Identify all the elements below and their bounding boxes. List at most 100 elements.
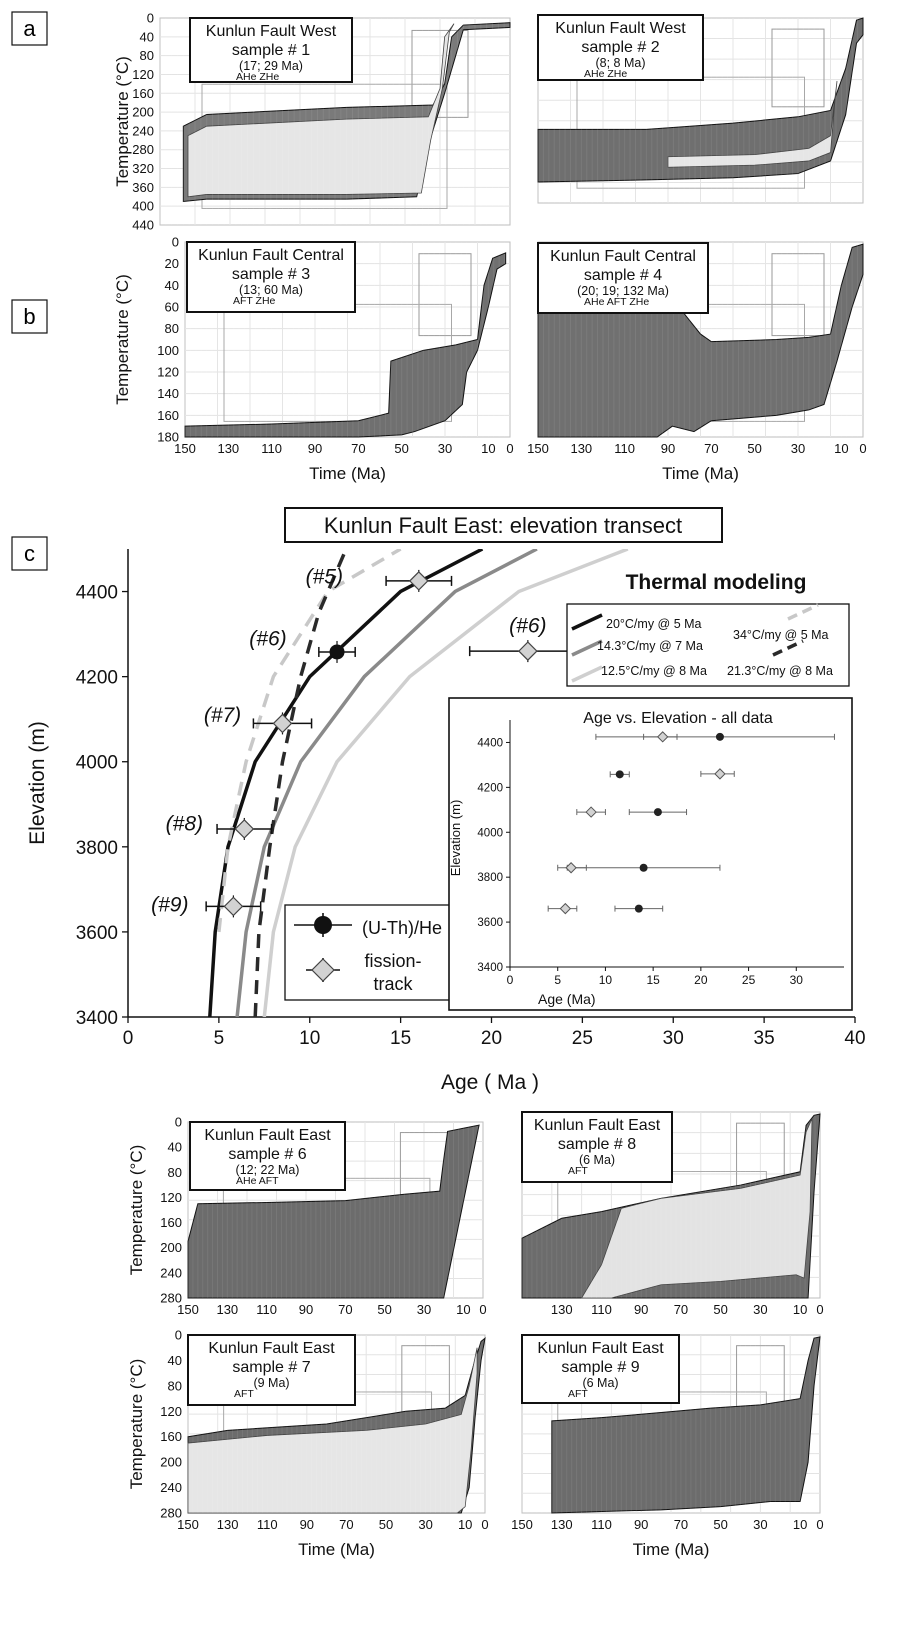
legend-swatch-5 [772, 639, 804, 657]
x-tick-label: 50 [394, 441, 408, 456]
inset-y-axis-label: Elevation (m) [448, 800, 463, 877]
acceptable-envelope [551, 1336, 821, 1514]
legend-swatch-1 [571, 613, 603, 631]
y-tick-label: 280 [132, 142, 154, 157]
y-axis-label: Elevation (m) [26, 721, 49, 845]
y-tick-label: 120 [160, 1190, 182, 1205]
sample-label: (#6) [509, 615, 546, 638]
y-tick-label: 280 [160, 1506, 182, 1521]
sample-title-box [521, 1334, 680, 1404]
y-tick-label: 40 [165, 278, 179, 293]
constraint-box [418, 253, 472, 337]
sample-ages: (12; 22 Ma) [236, 1163, 300, 1177]
model-curve-1 [208, 549, 484, 1017]
y-axis-label: Temperature (°C) [113, 56, 132, 187]
svg-text:b: b [23, 304, 35, 329]
y-tick-label: 0 [172, 235, 179, 250]
y-tick-label: 80 [168, 1165, 182, 1180]
x-tick-label: 70 [674, 1302, 688, 1317]
sample-methods: AHe AFT [236, 1175, 279, 1187]
y-axis-label: Temperature (°C) [127, 1145, 146, 1276]
x-tick-label: 130 [216, 1302, 238, 1317]
x-tick-label: 150 [174, 441, 196, 456]
sample-label: (#9) [151, 893, 188, 916]
y-tick-label: 400 [132, 199, 154, 214]
marker-legend: (U-Th)/He fission-track [284, 904, 463, 1001]
x-tick-label: 150 [527, 441, 549, 456]
y-tick-label: 0 [147, 11, 154, 26]
acceptable-envelope [184, 252, 507, 438]
curve-legend: 20°C/my @ 5 Ma 14.3°C/my @ 7 Ma 12.5°C/my … [566, 603, 850, 687]
x-tick-label: 25 [572, 1028, 593, 1049]
sample-methods: AHe ZHe [236, 71, 279, 83]
sample-title-line: Kunlun Fault East [537, 1340, 664, 1357]
x-tick-label: 130 [551, 1517, 573, 1532]
x-axis-label: Time (Ma) [662, 464, 739, 483]
x-tick-label: 40 [844, 1028, 865, 1049]
legend-frame [566, 603, 850, 687]
constraint-box [771, 253, 825, 337]
x-tick-label: 50 [713, 1302, 727, 1317]
y-tick-label: 0 [175, 1115, 182, 1130]
sample-title-line: Kunlun Fault Central [550, 248, 696, 265]
x-tick-label: 110 [591, 1517, 612, 1532]
x-tick-label: 20 [481, 1028, 502, 1049]
constraint-box [771, 28, 825, 108]
y-tick-label: 160 [157, 408, 179, 423]
y-tick-label: 200 [160, 1455, 182, 1470]
inset-x-tick-label: 25 [742, 973, 756, 987]
main-title: Kunlun Fault East: elevation transect [324, 513, 682, 538]
y-axis-label: Temperature (°C) [127, 1359, 146, 1490]
legend-uthhe-marker [314, 916, 332, 934]
thermal-chart-s2: Kunlun Fault West sample # 2(8; 8 Ma)AHe … [537, 14, 864, 204]
inset-x-tick-label: 0 [507, 973, 514, 987]
legend-label-2: 14.3°C/my @ 7 Ma [597, 639, 703, 653]
sample-methods: AFT [234, 1388, 254, 1400]
y-tick-label: 60 [165, 300, 179, 315]
x-axis-label: Age ( Ma ) [441, 1071, 539, 1094]
x-tick-label: 0 [481, 1517, 488, 1532]
y-tick-label: 140 [157, 386, 179, 401]
y-tick-label: 240 [132, 123, 154, 138]
x-tick-label: 110 [256, 1302, 277, 1317]
fission-track-point [408, 571, 429, 591]
y-tick-label: 3600 [76, 923, 118, 944]
y-tick-label: 40 [168, 1353, 182, 1368]
thermal-chart-s8: 130 110 90 70 50 30 10 0 Kunlun Fault East sample… [521, 1111, 824, 1317]
sample-methods: AHe AFT ZHe [584, 296, 649, 308]
sample-ages: (6 Ma) [582, 1376, 618, 1390]
good-envelope [187, 23, 455, 198]
inset-ft-point [656, 731, 669, 743]
inset-x-tick-label: 5 [554, 973, 561, 987]
legend-uthhe-label: (U-Th)/He [362, 918, 442, 938]
x-tick-label: 90 [661, 441, 675, 456]
sample-title-box [537, 14, 704, 81]
svg-text:c: c [24, 541, 35, 566]
main-title-box [284, 507, 723, 543]
legend-ft-label: track [373, 974, 413, 994]
x-axis-label: Time (Ma) [633, 1540, 710, 1559]
sample-title-line: sample # 2 [581, 39, 659, 56]
sample-methods: AFT [568, 1388, 588, 1400]
y-tick-label: 80 [165, 321, 179, 336]
inset-frame [448, 697, 853, 1011]
panel-letter-a: a [11, 11, 48, 46]
panel-letter-c: c [11, 536, 48, 571]
y-tick-label: 3400 [76, 1008, 118, 1029]
inset-x-tick-label: 20 [694, 973, 708, 987]
sample-title-box [187, 1334, 356, 1406]
x-tick-label: 5 [214, 1028, 225, 1049]
sample-ages: (8; 8 Ma) [595, 56, 645, 70]
sample-ages: (6 Ma) [579, 1153, 615, 1167]
y-tick-label: 4200 [76, 668, 118, 689]
y-tick-label: 20 [165, 256, 179, 271]
y-tick-label: 180 [157, 430, 179, 445]
thermal-modeling-heading: Thermal modeling [626, 571, 807, 594]
sample-title-line: sample # 1 [232, 42, 310, 59]
y-tick-label: 0 [175, 1328, 182, 1343]
x-tick-label: 30 [663, 1028, 684, 1049]
sample-ages: (13; 60 Ma) [239, 283, 303, 297]
y-tick-label: 360 [132, 180, 154, 195]
x-tick-label: 30 [438, 441, 452, 456]
fission-track-point [272, 713, 293, 734]
